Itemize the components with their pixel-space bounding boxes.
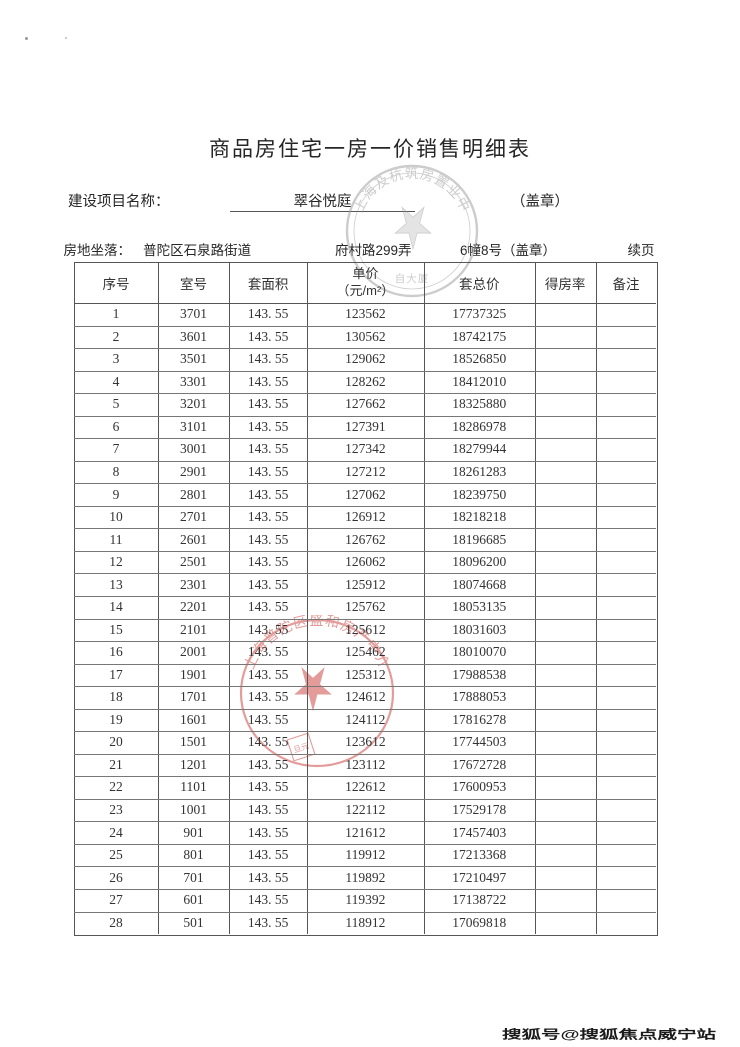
- svg-text:上海及杭筑房置业中: 上海及杭筑房置业中: [351, 166, 473, 215]
